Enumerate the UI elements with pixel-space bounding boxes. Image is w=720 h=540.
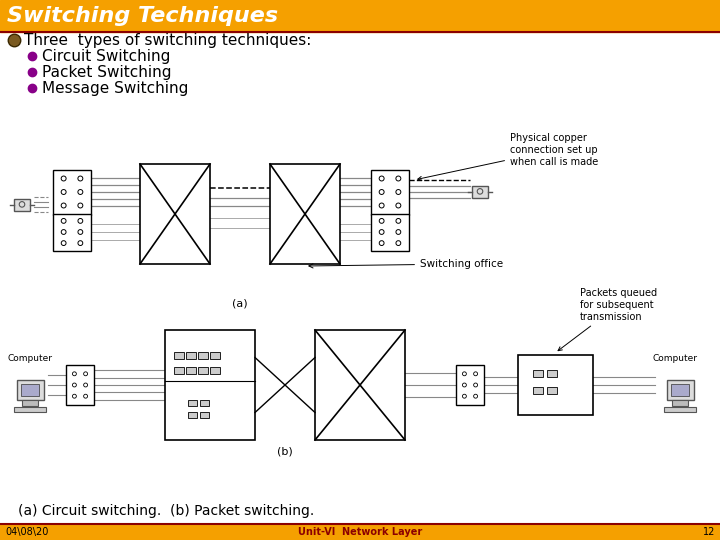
Bar [533, 387, 542, 394]
Text: Physical copper
connection set up
when call is made: Physical copper connection set up when c… [418, 133, 598, 180]
Text: 04\08\20: 04\08\20 [5, 527, 48, 537]
Bar [187, 412, 197, 418]
Bar [14, 407, 46, 412]
Text: Packet Switching: Packet Switching [42, 64, 171, 79]
Bar [0, 0, 720, 32]
Bar [187, 400, 197, 406]
Text: (a): (a) [232, 298, 248, 308]
Bar [546, 369, 557, 376]
Bar [199, 412, 209, 418]
Bar [315, 330, 405, 440]
Bar [53, 170, 91, 214]
Bar [186, 352, 196, 359]
Bar [165, 330, 255, 440]
Bar [66, 365, 94, 405]
Bar [518, 355, 593, 415]
Bar [198, 352, 208, 359]
Bar [667, 380, 693, 400]
Text: Computer: Computer [7, 354, 53, 363]
Text: (a) Circuit switching.  (b) Packet switching.: (a) Circuit switching. (b) Packet switch… [18, 504, 314, 518]
Text: Switching office: Switching office [309, 259, 503, 269]
Bar [0, 524, 720, 540]
Text: Unit-VI  Network Layer: Unit-VI Network Layer [298, 527, 422, 537]
Bar [371, 213, 409, 251]
Bar [672, 400, 688, 406]
Bar [53, 213, 91, 251]
Text: Packets queued
for subsequent
transmission: Packets queued for subsequent transmissi… [558, 288, 657, 350]
Bar [17, 380, 43, 400]
Text: Switching Techniques: Switching Techniques [7, 6, 278, 26]
Bar [14, 199, 30, 211]
Text: 12: 12 [703, 527, 715, 537]
Bar [371, 170, 409, 214]
Text: Three  types of switching techniques:: Three types of switching techniques: [24, 32, 311, 48]
Text: Computer: Computer [652, 354, 698, 363]
Bar [270, 164, 340, 264]
Bar [22, 400, 38, 406]
Bar [546, 387, 557, 394]
Bar [174, 352, 184, 359]
Text: Circuit Switching: Circuit Switching [42, 49, 171, 64]
Bar [21, 384, 40, 396]
Bar [210, 367, 220, 374]
Bar [186, 367, 196, 374]
Text: (b): (b) [277, 447, 293, 457]
Bar [174, 367, 184, 374]
Bar [472, 186, 488, 198]
Bar [664, 407, 696, 412]
Bar [456, 365, 484, 405]
Bar [199, 400, 209, 406]
Bar [210, 352, 220, 359]
Bar [533, 369, 542, 376]
Bar [198, 367, 208, 374]
Bar [140, 164, 210, 264]
Text: Message Switching: Message Switching [42, 80, 189, 96]
Bar [670, 384, 690, 396]
